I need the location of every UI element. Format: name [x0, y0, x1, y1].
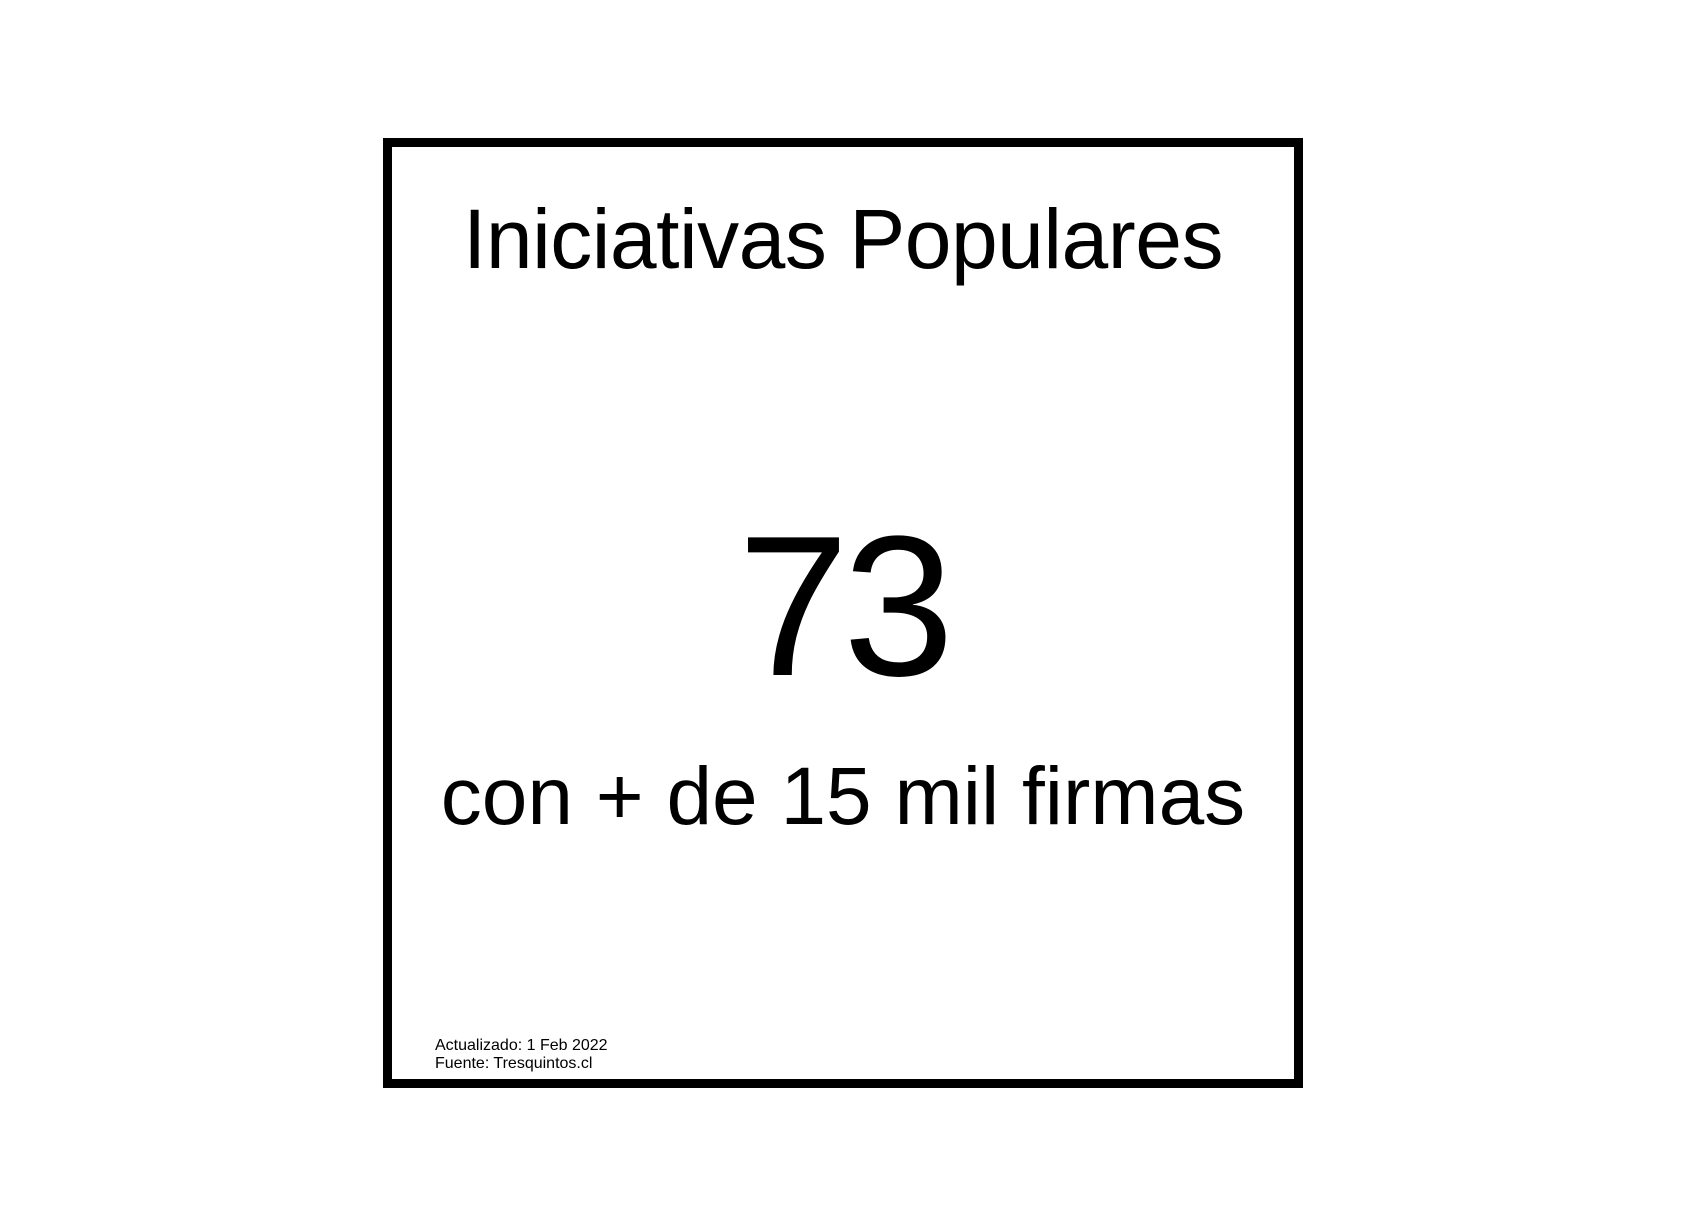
updated-date: Actualizado: 1 Feb 2022: [435, 1037, 608, 1054]
stat-card: Iniciativas Populares 73 con + de 15 mil…: [383, 138, 1303, 1088]
card-title: Iniciativas Populares: [463, 192, 1223, 286]
count-value: 73: [737, 495, 954, 718]
card-footer: Actualizado: 1 Feb 2022 Fuente: Tresquin…: [435, 1037, 608, 1073]
card-subtitle: con + de 15 mil firmas: [440, 751, 1246, 842]
source-credit: Fuente: Tresquintos.cl: [435, 1055, 593, 1072]
